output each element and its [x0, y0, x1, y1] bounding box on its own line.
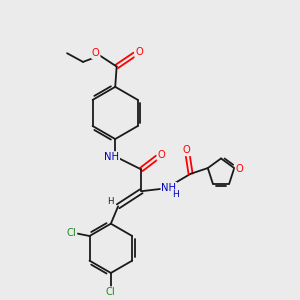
- Text: H: H: [172, 190, 179, 199]
- Text: O: O: [236, 164, 243, 174]
- Text: Cl: Cl: [67, 227, 76, 238]
- Text: O: O: [183, 145, 190, 155]
- Text: O: O: [158, 150, 165, 160]
- Text: Cl: Cl: [106, 287, 116, 297]
- Text: O: O: [92, 48, 100, 58]
- Text: H: H: [108, 196, 114, 206]
- Text: O: O: [135, 47, 143, 57]
- Text: NH: NH: [161, 183, 176, 193]
- Text: NH: NH: [104, 152, 119, 162]
